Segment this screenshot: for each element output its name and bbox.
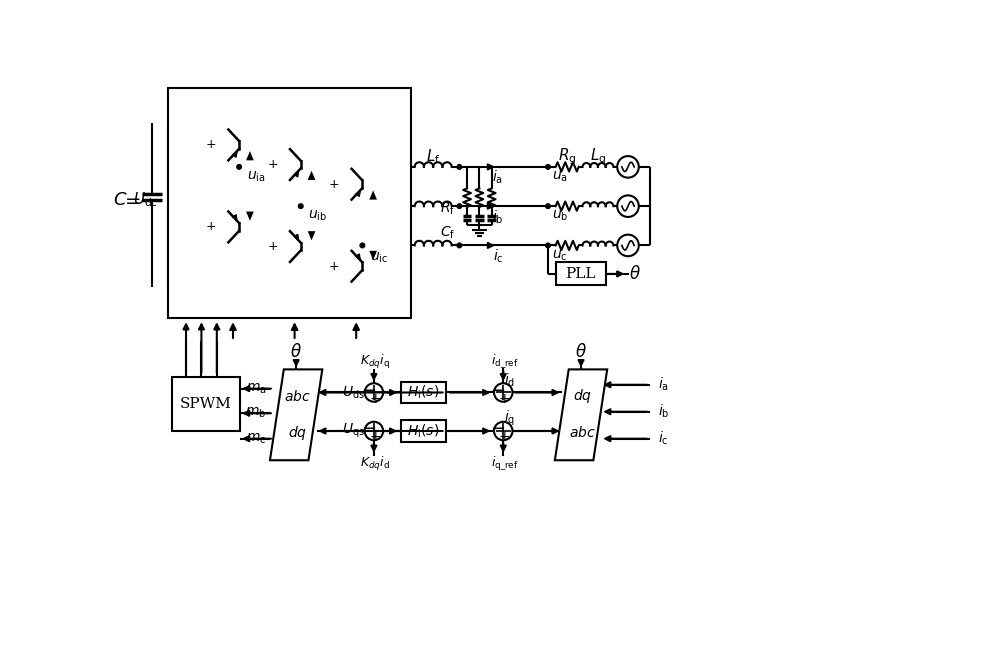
Text: $i_{\rm c}$: $i_{\rm c}$: [493, 247, 503, 265]
Text: $u_{\rm ia}$: $u_{\rm ia}$: [247, 170, 265, 184]
Circle shape: [617, 156, 639, 177]
Text: $+$: $+$: [267, 158, 278, 171]
Text: $+$: $+$: [205, 138, 216, 151]
Text: $i_{\rm d}$: $i_{\rm d}$: [504, 372, 515, 389]
Text: $K_{dq}i_{\rm d}$: $K_{dq}i_{\rm d}$: [360, 455, 390, 473]
Text: $H_{\rm i}(s)$: $H_{\rm i}(s)$: [407, 422, 439, 439]
Text: $\theta$: $\theta$: [290, 343, 302, 362]
Text: $u_{\rm b}$: $u_{\rm b}$: [552, 209, 568, 223]
Text: $i_{\rm b}$: $i_{\rm b}$: [658, 403, 669, 421]
Bar: [401, 420, 446, 442]
Text: $R_{\rm g}$: $R_{\rm g}$: [558, 146, 576, 167]
Text: $K_{dq}i_{\rm q}$: $K_{dq}i_{\rm q}$: [360, 353, 390, 372]
Text: $+$: $+$: [369, 430, 381, 444]
Text: PLL: PLL: [565, 267, 596, 281]
Text: $-$: $-$: [490, 380, 505, 398]
Text: $H_{\rm i}(s)$: $H_{\rm i}(s)$: [407, 384, 439, 401]
Text: $u_{\rm ib}$: $u_{\rm ib}$: [308, 209, 327, 223]
Text: $abc$: $abc$: [284, 389, 311, 404]
Polygon shape: [246, 212, 254, 221]
Text: $\theta$: $\theta$: [629, 265, 641, 283]
Circle shape: [237, 165, 241, 169]
Text: $u_{\rm a}$: $u_{\rm a}$: [552, 170, 568, 184]
Text: $m_{\rm b}$: $m_{\rm b}$: [245, 406, 267, 421]
Text: $=$: $=$: [121, 190, 141, 210]
Text: $+$: $+$: [369, 392, 381, 406]
Circle shape: [546, 165, 550, 169]
Bar: [556, 262, 606, 286]
Bar: [168, 88, 411, 318]
Circle shape: [546, 243, 550, 248]
Text: $i_{\rm a}$: $i_{\rm a}$: [658, 376, 669, 394]
Text: $+$: $+$: [328, 259, 339, 273]
Circle shape: [298, 204, 303, 208]
Text: $i_{\rm q}$: $i_{\rm q}$: [504, 409, 515, 428]
Circle shape: [457, 204, 462, 208]
Polygon shape: [555, 370, 607, 460]
Circle shape: [360, 243, 365, 248]
Text: $u_{\rm c}$: $u_{\rm c}$: [552, 248, 568, 263]
Text: $dq$: $dq$: [573, 387, 592, 405]
Polygon shape: [246, 151, 254, 161]
Circle shape: [494, 422, 512, 440]
Text: $-$: $-$: [361, 418, 376, 436]
Text: $-$: $-$: [490, 418, 505, 436]
Text: $i_{\rm c}$: $i_{\rm c}$: [658, 430, 669, 448]
Circle shape: [494, 383, 512, 402]
Text: $+$: $+$: [498, 392, 510, 406]
Circle shape: [617, 235, 639, 256]
Text: $abc$: $abc$: [569, 425, 596, 440]
Text: $L_{\rm g}$: $L_{\rm g}$: [590, 146, 606, 167]
Text: $m_{\rm a}$: $m_{\rm a}$: [246, 382, 266, 396]
Text: $+$: $+$: [498, 430, 510, 444]
Circle shape: [546, 204, 550, 208]
Text: $+$: $+$: [205, 220, 216, 233]
Text: $u_{\rm ic}$: $u_{\rm ic}$: [370, 251, 388, 265]
Text: $U_{\rm ds}$: $U_{\rm ds}$: [342, 384, 365, 401]
Text: $C$: $C$: [113, 191, 127, 209]
Polygon shape: [369, 190, 377, 200]
Polygon shape: [308, 171, 315, 180]
Circle shape: [365, 422, 383, 440]
Circle shape: [457, 243, 462, 248]
Text: $U_{\rm qs}$: $U_{\rm qs}$: [342, 422, 365, 440]
Text: $L_{\rm f}$: $L_{\rm f}$: [426, 148, 440, 166]
Bar: [401, 382, 446, 403]
Text: $U_{\rm dc}$: $U_{\rm dc}$: [133, 191, 159, 210]
Bar: [172, 377, 240, 431]
Polygon shape: [270, 370, 322, 460]
Text: $\theta$: $\theta$: [575, 343, 587, 362]
Polygon shape: [308, 231, 315, 241]
Text: $+$: $+$: [328, 177, 339, 191]
Text: $-$: $-$: [361, 380, 376, 398]
Circle shape: [365, 383, 383, 402]
Text: $i_{\rm b}$: $i_{\rm b}$: [492, 208, 504, 226]
Text: SPWM: SPWM: [180, 397, 232, 411]
Circle shape: [457, 165, 462, 169]
Text: $m_{\rm c}$: $m_{\rm c}$: [246, 431, 266, 446]
Text: $+$: $+$: [267, 240, 278, 253]
Text: $R_{\rm f}$: $R_{\rm f}$: [440, 201, 456, 218]
Text: $dq$: $dq$: [288, 423, 307, 442]
Text: $i_{\rm q\_ref}$: $i_{\rm q\_ref}$: [491, 455, 519, 473]
Polygon shape: [369, 251, 377, 260]
Text: $i_{\rm a}$: $i_{\rm a}$: [492, 169, 503, 186]
Text: $i_{\rm d\_ref}$: $i_{\rm d\_ref}$: [491, 352, 519, 370]
Circle shape: [617, 196, 639, 217]
Text: $C_{\rm f}$: $C_{\rm f}$: [440, 224, 456, 241]
